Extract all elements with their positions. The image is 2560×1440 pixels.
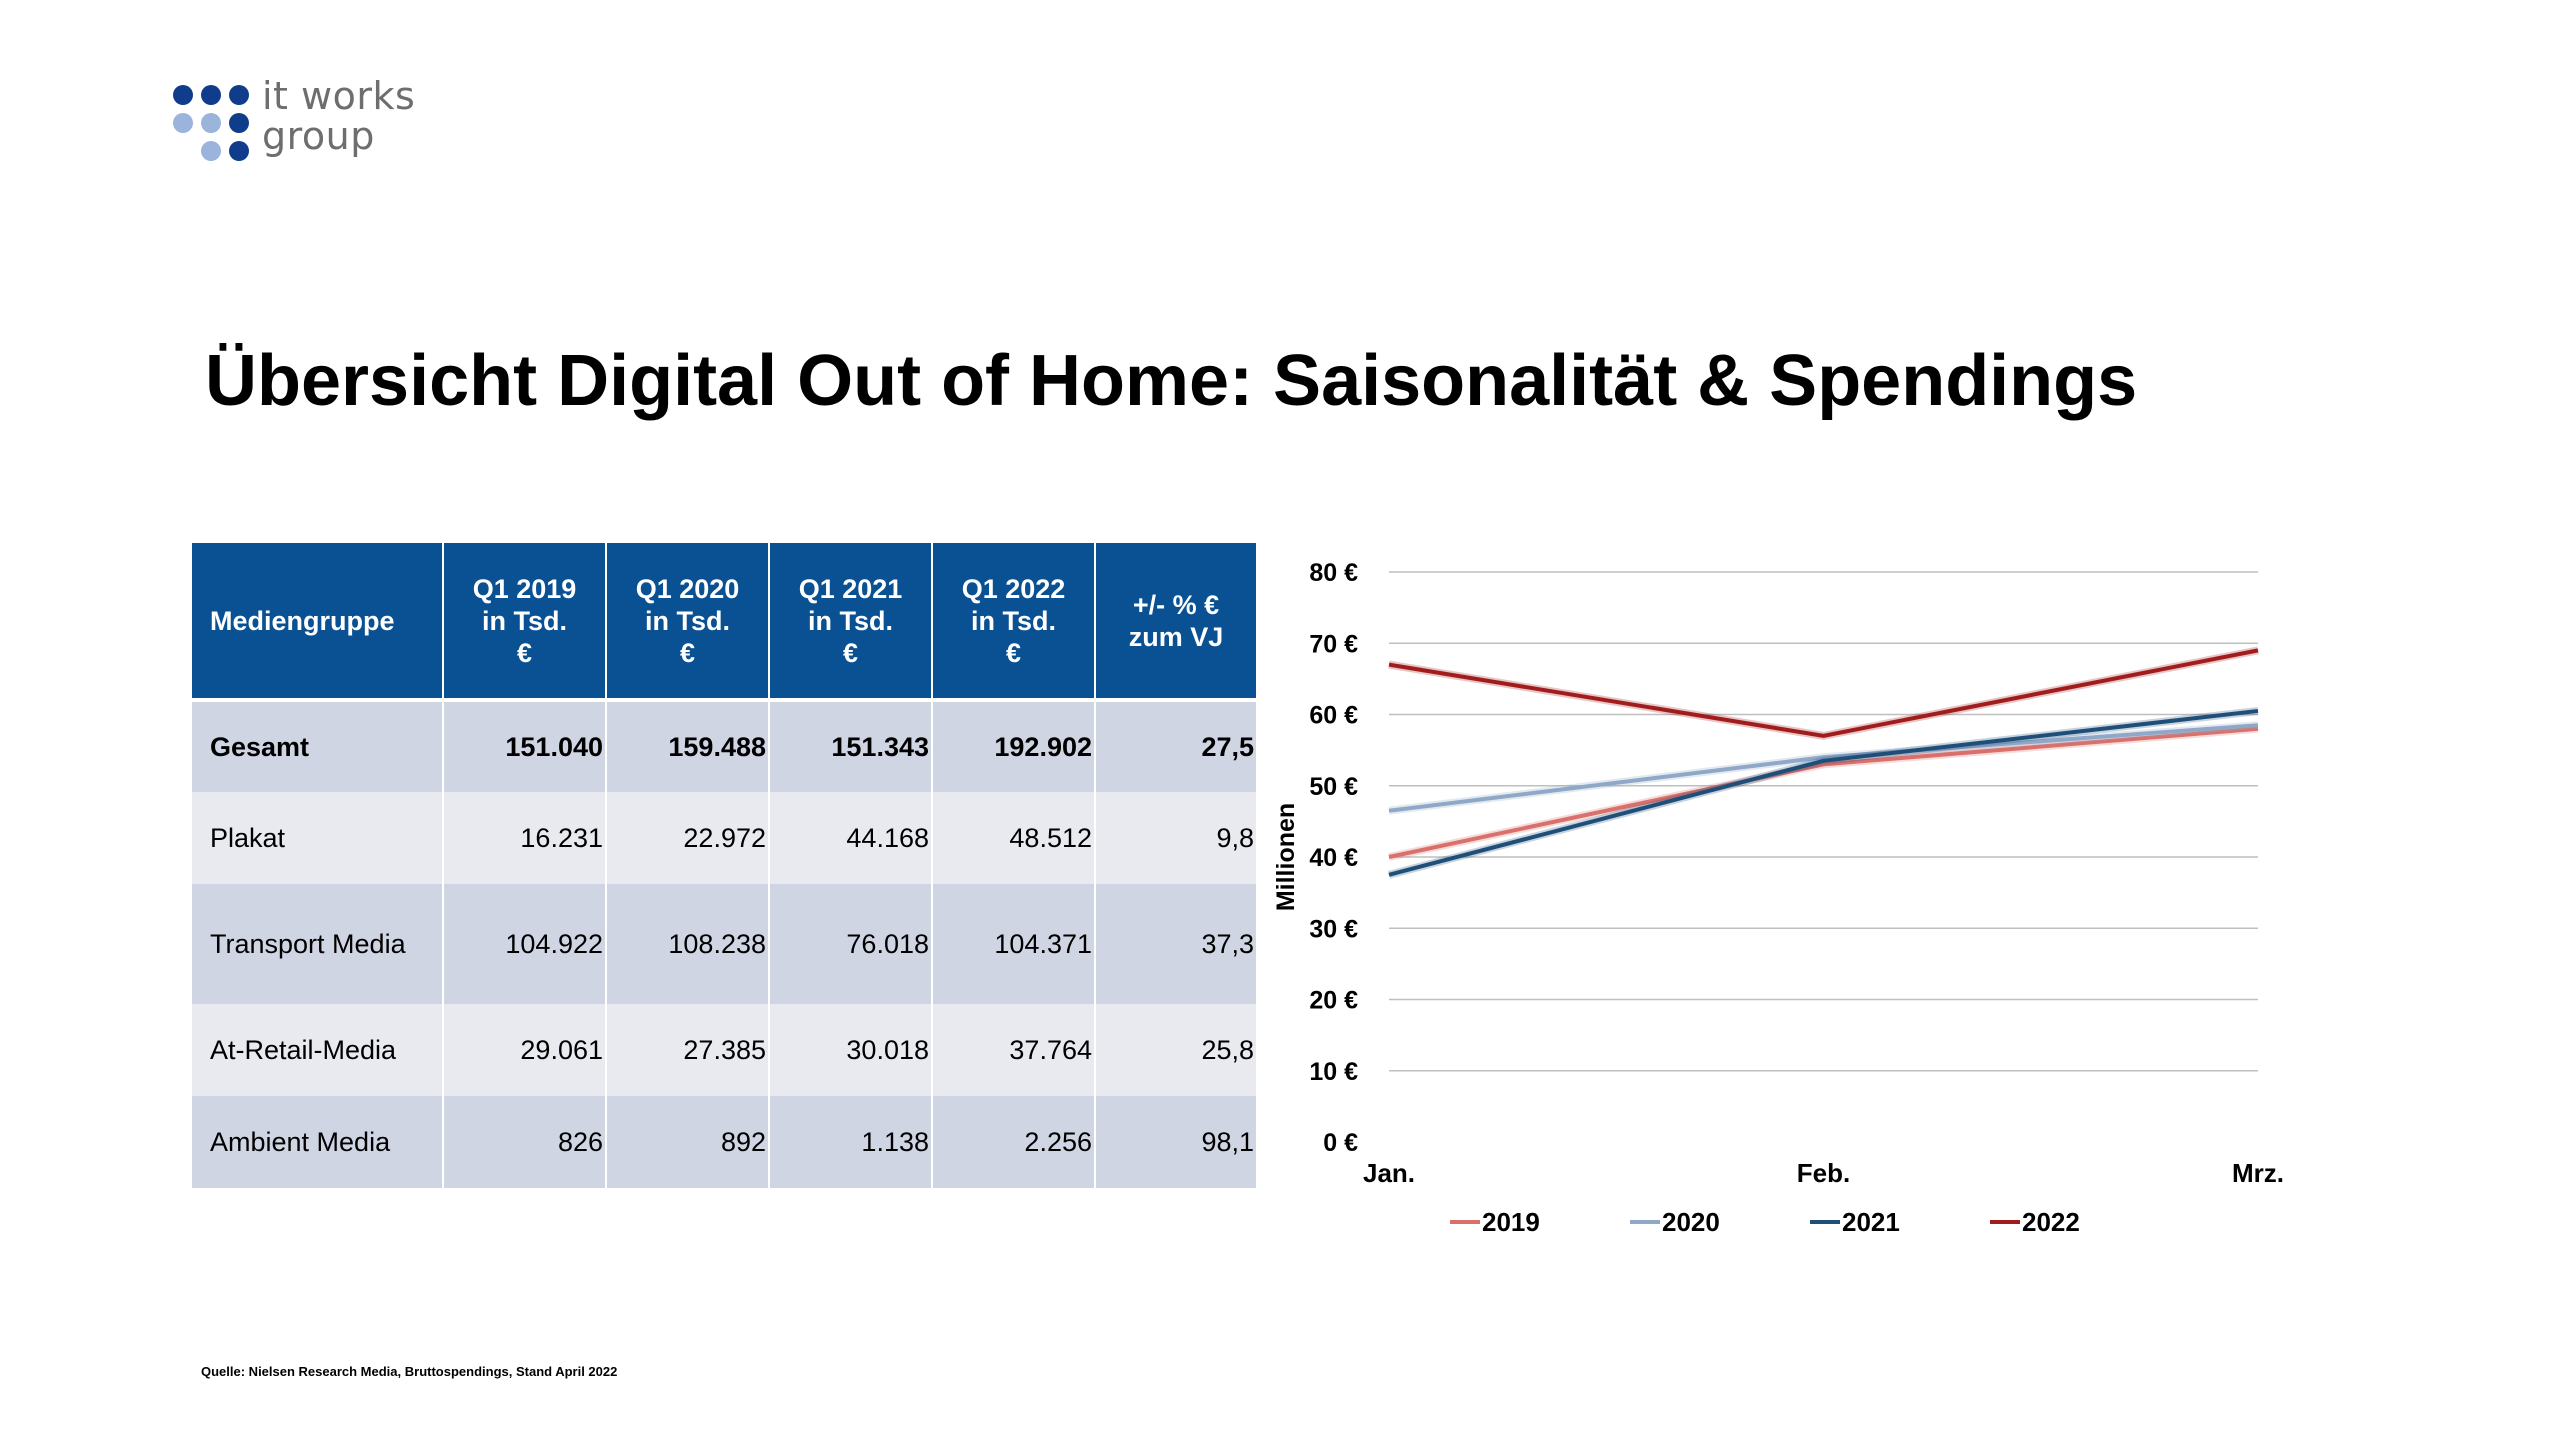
legend-label: 2020 bbox=[1662, 1207, 1720, 1237]
series-line bbox=[1388, 726, 2259, 859]
cell-q1-2020: 22.972 bbox=[606, 792, 770, 884]
cell-group: Gesamt bbox=[192, 700, 444, 792]
series-line bbox=[1388, 708, 2259, 877]
legend-label: 2022 bbox=[2022, 1207, 2080, 1237]
header-q1-2019: Q1 2019 in Tsd. € bbox=[443, 543, 607, 702]
cell-q1-2019: 104.922 bbox=[443, 884, 607, 1004]
page-title: Übersicht Digital Out of Home: Saisonali… bbox=[205, 341, 2138, 421]
cell-q1-2021: 44.168 bbox=[769, 792, 933, 884]
y-tick-label: 40 € bbox=[1309, 844, 1358, 872]
cell-q1-2021: 76.018 bbox=[769, 884, 933, 1004]
cell-q1-2022: 104.371 bbox=[932, 884, 1096, 1004]
logo-line-1: it works bbox=[262, 74, 416, 118]
table-row: Ambient Media 826 892 1.138 2.256 98,1 bbox=[192, 1096, 1256, 1188]
y-tick-label: 50 € bbox=[1309, 773, 1358, 801]
table-row: Transport Media 104.922 108.238 76.018 1… bbox=[192, 884, 1256, 1004]
logo-text: it works group bbox=[262, 76, 415, 156]
cell-q1-2021: 151.343 bbox=[769, 700, 933, 792]
y-tick-label: 80 € bbox=[1309, 559, 1358, 587]
cell-q1-2021: 1.138 bbox=[769, 1096, 933, 1188]
header-mediengruppe: Mediengruppe bbox=[192, 543, 444, 702]
cell-q1-2022: 2.256 bbox=[932, 1096, 1096, 1188]
y-tick-label: 10 € bbox=[1309, 1058, 1358, 1086]
table-row: Plakat 16.231 22.972 44.168 48.512 9,8 bbox=[192, 792, 1256, 884]
cell-group: At-Retail-Media bbox=[192, 1004, 444, 1096]
cell-q1-2021: 30.018 bbox=[769, 1004, 933, 1096]
y-tick-label: 60 € bbox=[1309, 702, 1358, 730]
y-tick-label: 0 € bbox=[1323, 1129, 1358, 1157]
y-tick-label: 70 € bbox=[1309, 630, 1358, 658]
cell-q1-2019: 826 bbox=[443, 1096, 607, 1188]
x-tick-label: Jan. bbox=[1363, 1158, 1415, 1188]
table-header-row: Mediengruppe Q1 2019 in Tsd. € Q1 2020 in T… bbox=[192, 543, 1256, 702]
cell-q1-2022: 37.764 bbox=[932, 1004, 1096, 1096]
header-change-vj: +/- % € zum VJ bbox=[1095, 543, 1256, 702]
table-row: At-Retail-Media 29.061 27.385 30.018 37.… bbox=[192, 1004, 1256, 1096]
x-tick-label: Feb. bbox=[1797, 1158, 1850, 1188]
cell-group: Transport Media bbox=[192, 884, 444, 1004]
cell-change: 98,1 bbox=[1095, 1096, 1256, 1188]
media-table-container: Mediengruppe Q1 2019 in Tsd. € Q1 2020 in T… bbox=[192, 543, 1256, 1188]
cell-q1-2019: 16.231 bbox=[443, 792, 607, 884]
company-logo: it works group bbox=[170, 76, 430, 168]
cell-q1-2020: 892 bbox=[606, 1096, 770, 1188]
legend-label: 2019 bbox=[1482, 1207, 1540, 1237]
line-chart: 0 € 10 € 20 € 30 € 40 € 50 € 60 € 70 € 80 € Milli… bbox=[1272, 559, 2284, 1237]
legend-label: 2021 bbox=[1842, 1207, 1900, 1237]
cell-q1-2022: 192.902 bbox=[932, 700, 1096, 792]
x-tick-label: Mrz. bbox=[2232, 1158, 2284, 1188]
cell-change: 9,8 bbox=[1095, 792, 1256, 884]
media-table: Mediengruppe Q1 2019 in Tsd. € Q1 2020 in T… bbox=[192, 543, 1256, 1188]
header-q1-2020: Q1 2020 in Tsd. € bbox=[606, 543, 770, 702]
cell-q1-2020: 108.238 bbox=[606, 884, 770, 1004]
logo-dots-icon bbox=[173, 85, 249, 161]
cell-change: 27,5 bbox=[1095, 700, 1256, 792]
cell-q1-2019: 29.061 bbox=[443, 1004, 607, 1096]
cell-q1-2020: 27.385 bbox=[606, 1004, 770, 1096]
cell-change: 25,8 bbox=[1095, 1004, 1256, 1096]
header-q1-2021: Q1 2021 in Tsd. € bbox=[769, 543, 933, 702]
y-tick-label: 30 € bbox=[1309, 915, 1358, 943]
cell-q1-2020: 159.488 bbox=[606, 700, 770, 792]
y-tick-label: 20 € bbox=[1309, 987, 1358, 1015]
y-axis-label: Millionen bbox=[1272, 803, 1300, 911]
cell-q1-2022: 48.512 bbox=[932, 792, 1096, 884]
logo-line-2: group bbox=[262, 114, 375, 158]
cell-group: Ambient Media bbox=[192, 1096, 444, 1188]
cell-change: 37,3 bbox=[1095, 884, 1256, 1004]
cell-group: Plakat bbox=[192, 792, 444, 884]
series-line bbox=[1388, 648, 2259, 738]
table-row: Gesamt 151.040 159.488 151.343 192.902 2… bbox=[192, 700, 1256, 792]
series-line bbox=[1388, 723, 2259, 813]
source-note: Quelle: Nielsen Research Media, Bruttosp… bbox=[201, 1364, 618, 1379]
header-q1-2022: Q1 2022 in Tsd. € bbox=[932, 543, 1096, 702]
cell-q1-2019: 151.040 bbox=[443, 700, 607, 792]
